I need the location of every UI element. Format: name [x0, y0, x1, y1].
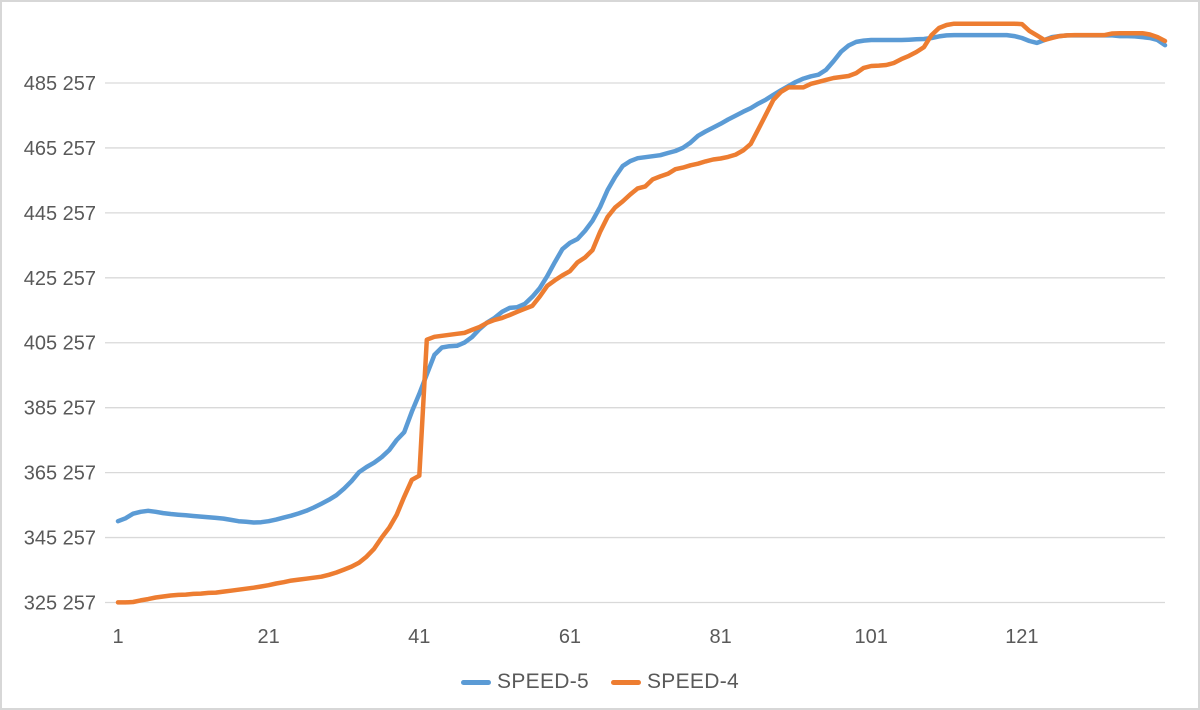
x-axis-tick-label: 101	[855, 626, 888, 648]
y-axis-tick-label: 385 257	[24, 398, 96, 420]
y-axis-tick-label: 345 257	[24, 528, 96, 550]
y-axis-tick-label: 485 257	[24, 73, 96, 95]
y-axis-tick-label: 325 257	[24, 593, 96, 615]
series-line-speed-4	[115, 21, 1168, 605]
legend-label-speed-4: SPEED-4	[647, 670, 739, 693]
y-axis-tick-label: 425 257	[24, 268, 96, 290]
y-axis-tick-label: 445 257	[24, 203, 96, 225]
x-axis-tick-label: 121	[1005, 626, 1038, 648]
x-axis-tick-label: 21	[258, 626, 280, 648]
series-line-speed-5	[115, 32, 1168, 525]
legend-item-speed-4: SPEED-4	[611, 670, 739, 694]
legend-item-speed-5: SPEED-5	[461, 670, 589, 694]
y-axis-tick-label: 405 257	[24, 333, 96, 355]
x-axis-tick-label: 81	[709, 626, 731, 648]
legend-swatch-speed-5	[461, 679, 492, 685]
y-axis-tick-label: 365 257	[24, 463, 96, 485]
legend-label-speed-5: SPEED-5	[497, 670, 589, 693]
legend-swatch-speed-4	[611, 679, 641, 685]
x-axis-tick-label: 61	[559, 626, 581, 648]
y-axis-tick-label: 465 257	[24, 138, 96, 160]
x-axis-tick-label: 1	[112, 626, 123, 648]
x-axis-tick-label: 41	[408, 626, 430, 648]
legend: SPEED-5 SPEED-4	[2, 670, 1198, 694]
